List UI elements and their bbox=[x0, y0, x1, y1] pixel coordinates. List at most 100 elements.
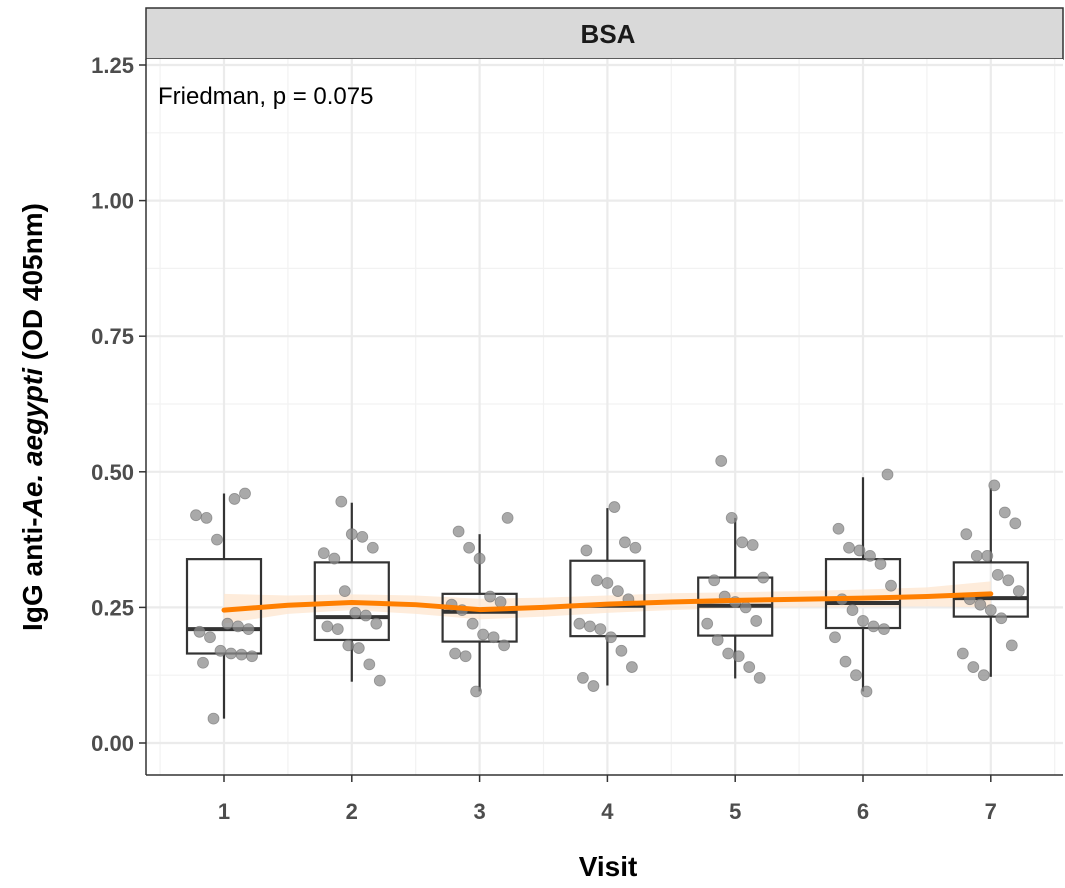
data-point bbox=[211, 533, 223, 546]
y-axis-title: IgG anti-Ae. aegypti (OD 405nm) bbox=[17, 203, 48, 631]
data-point bbox=[619, 536, 631, 549]
data-point bbox=[843, 541, 855, 554]
x-axis: 1 2 3 4 5 6 7 bbox=[218, 775, 997, 824]
data-point bbox=[232, 620, 244, 633]
points-visit-4 bbox=[573, 501, 642, 692]
data-point bbox=[338, 585, 351, 598]
data-point bbox=[608, 501, 621, 513]
y-tick-label: 0.75 bbox=[91, 324, 134, 349]
gridlines bbox=[146, 59, 1063, 775]
data-point bbox=[988, 479, 1001, 492]
x-tick-label: 5 bbox=[729, 799, 741, 824]
data-point bbox=[501, 512, 514, 524]
data-point bbox=[359, 609, 372, 622]
data-point bbox=[1012, 585, 1025, 598]
data-point bbox=[349, 606, 362, 619]
y-tick-label: 1.25 bbox=[91, 53, 134, 78]
data-point bbox=[584, 620, 596, 633]
data-point bbox=[573, 617, 586, 630]
data-point bbox=[352, 642, 365, 654]
data-point bbox=[864, 549, 876, 562]
data-point bbox=[829, 631, 841, 644]
points-visit-1 bbox=[190, 487, 258, 725]
data-point bbox=[498, 639, 511, 652]
data-point bbox=[190, 509, 202, 522]
data-point bbox=[715, 455, 728, 467]
box-plots bbox=[185, 477, 1029, 719]
data-point bbox=[1002, 574, 1015, 587]
data-point bbox=[711, 634, 724, 646]
data-point bbox=[342, 639, 355, 652]
data-point bbox=[857, 615, 869, 627]
data-point bbox=[594, 623, 607, 635]
data-point bbox=[1009, 517, 1022, 530]
box-iqr bbox=[313, 561, 390, 642]
strip-header: BSA bbox=[145, 7, 1064, 60]
data-point bbox=[197, 656, 209, 669]
data-point bbox=[335, 495, 348, 508]
x-tick-label: 4 bbox=[601, 799, 614, 824]
x-tick-label: 1 bbox=[218, 799, 230, 824]
data-point bbox=[878, 623, 890, 635]
data-point bbox=[331, 623, 344, 635]
data-point bbox=[626, 661, 638, 673]
data-point bbox=[214, 644, 227, 657]
data-point bbox=[356, 530, 369, 543]
data-point bbox=[477, 628, 490, 641]
data-point bbox=[373, 674, 386, 687]
data-point bbox=[246, 650, 258, 663]
box-iqr bbox=[441, 592, 518, 643]
data-point bbox=[629, 541, 642, 554]
x-axis-title: Visit bbox=[579, 851, 638, 882]
y-tick-label: 0.00 bbox=[91, 731, 134, 756]
data-point bbox=[466, 617, 479, 630]
data-point bbox=[732, 650, 745, 663]
data-point bbox=[207, 712, 220, 725]
data-point bbox=[345, 528, 358, 541]
friedman-annotation: Friedman, p = 0.075 bbox=[158, 83, 373, 110]
data-point bbox=[577, 672, 589, 684]
data-point bbox=[487, 631, 500, 644]
data-point bbox=[832, 522, 845, 535]
data-point bbox=[494, 596, 507, 608]
data-point bbox=[204, 631, 216, 644]
data-point bbox=[452, 525, 465, 538]
data-point bbox=[956, 647, 969, 660]
data-point bbox=[328, 552, 341, 565]
data-point bbox=[449, 647, 462, 660]
y-axis: 0.00 0.25 0.50 0.75 1.00 1.25 bbox=[91, 53, 146, 756]
data-point bbox=[746, 539, 759, 551]
data-point bbox=[853, 544, 866, 557]
data-point bbox=[984, 604, 997, 617]
data-point bbox=[701, 617, 714, 630]
data-point bbox=[228, 493, 241, 505]
strip-background bbox=[145, 7, 1064, 60]
y-tick-label: 0.50 bbox=[91, 460, 134, 485]
data-point bbox=[470, 685, 483, 698]
plot-panel bbox=[146, 59, 1063, 775]
y-tick-label: 1.00 bbox=[91, 189, 134, 214]
panel-title: BSA bbox=[581, 19, 636, 49]
data-point bbox=[874, 558, 887, 570]
y-tick-label: 0.25 bbox=[91, 595, 134, 620]
data-point bbox=[722, 647, 735, 660]
points-visit-2 bbox=[317, 495, 386, 687]
data-point bbox=[960, 528, 973, 541]
data-point bbox=[995, 612, 1008, 625]
data-point bbox=[860, 685, 873, 698]
data-point bbox=[708, 574, 721, 587]
data-point bbox=[977, 669, 990, 682]
data-point bbox=[459, 650, 472, 663]
box-iqr bbox=[824, 558, 902, 630]
data-point bbox=[473, 552, 486, 565]
data-point bbox=[846, 604, 859, 617]
data-point bbox=[242, 623, 255, 635]
data-point bbox=[193, 625, 206, 638]
points-visit-7 bbox=[956, 479, 1025, 682]
data-point bbox=[743, 661, 756, 673]
data-point bbox=[580, 544, 593, 557]
data-points bbox=[190, 455, 1025, 725]
data-point bbox=[363, 658, 376, 671]
data-point bbox=[867, 620, 880, 633]
